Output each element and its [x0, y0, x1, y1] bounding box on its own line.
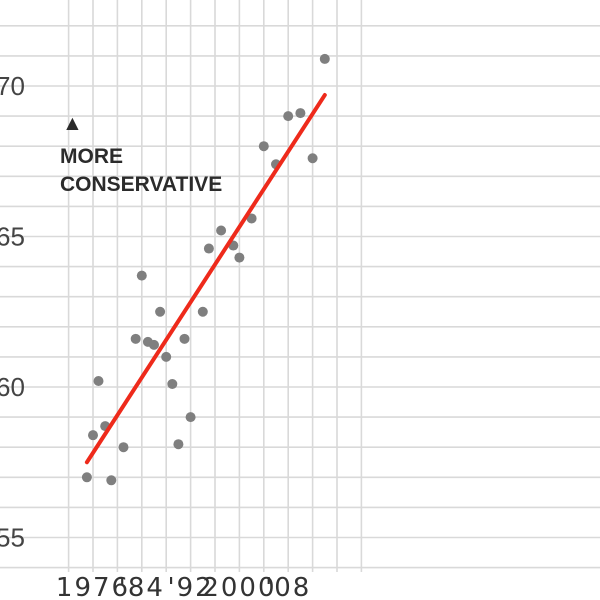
y-tick-label: 65: [0, 222, 25, 252]
data-point: [136, 270, 147, 281]
annotation-line-1: MORE: [60, 145, 123, 168]
data-point: [167, 378, 178, 389]
trend-line-group: [84, 93, 327, 465]
x-tick-label: '08: [265, 573, 311, 600]
data-point: [246, 213, 257, 224]
x-tick-label: '84: [119, 573, 165, 600]
data-point: [155, 306, 166, 317]
data-point: [88, 430, 98, 441]
data-point: [283, 111, 294, 122]
data-point: [130, 333, 141, 344]
y-tick-label: 70: [0, 71, 25, 101]
data-point: [216, 225, 227, 236]
x-tick-label: 1976: [56, 573, 130, 600]
more-conservative-annotation: ▲ MORE CONSERVATIVE: [60, 112, 222, 196]
y-tick-label: 55: [0, 523, 25, 553]
x-tick-label: 2000: [202, 573, 276, 600]
data-point: [149, 339, 159, 350]
annotation-line-2: CONSERVATIVE: [60, 173, 222, 196]
data-point: [258, 141, 269, 152]
data-point: [173, 439, 184, 450]
up-arrow-icon: ▲: [62, 112, 83, 135]
grid-lines: [0, 0, 600, 572]
data-point: [197, 306, 208, 317]
data-point: [93, 375, 104, 386]
data-point: [319, 53, 330, 64]
data-point: [203, 243, 214, 254]
data-points: [81, 53, 330, 486]
y-axis-ticks: 55 60 65 70: [0, 71, 25, 553]
data-point: [118, 442, 129, 453]
data-point: [307, 153, 318, 164]
data-point: [234, 252, 245, 263]
data-point: [179, 333, 190, 344]
data-point: [106, 475, 117, 486]
x-tick-label: '92: [167, 573, 213, 600]
data-point: [161, 351, 172, 362]
data-point: [295, 108, 306, 119]
y-tick-label: 60: [0, 372, 25, 402]
data-point: [81, 472, 92, 483]
trend-line: [84, 93, 327, 465]
data-point: [185, 412, 196, 423]
